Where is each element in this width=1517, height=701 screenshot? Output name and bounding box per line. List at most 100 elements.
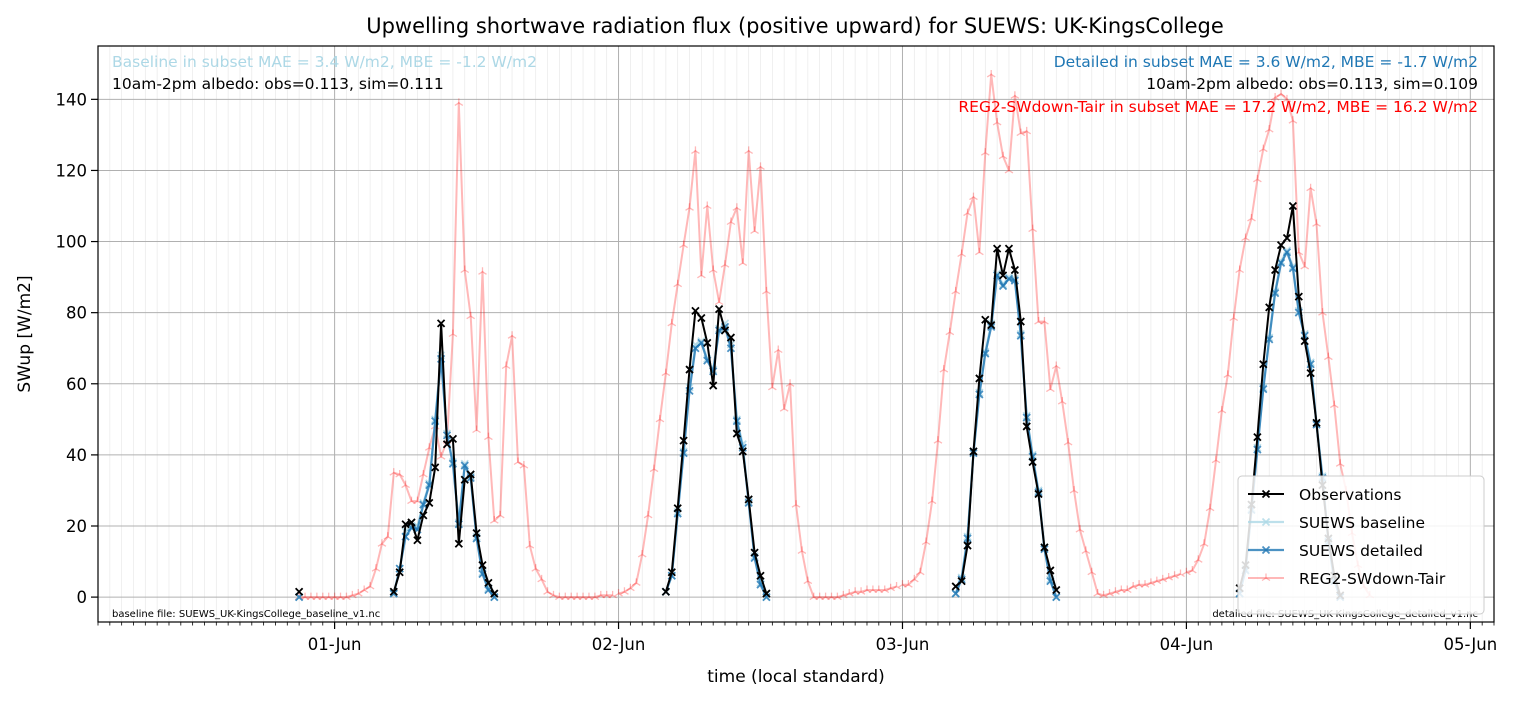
x-tick-label: 04-Jun — [1160, 635, 1214, 654]
data-point-reg2 — [436, 452, 446, 460]
data-point-obs — [448, 434, 458, 444]
data-point-reg2 — [838, 590, 848, 599]
data-point-obs — [472, 528, 481, 538]
data-point-reg2 — [1205, 503, 1215, 512]
data-point-obs — [1265, 303, 1274, 312]
data-point-reg2 — [957, 249, 966, 258]
data-point-reg2 — [898, 580, 907, 588]
data-point-reg2 — [631, 578, 641, 586]
data-point-reg2 — [637, 549, 647, 558]
data-point-reg2 — [1134, 580, 1144, 588]
data-point-reg2 — [868, 585, 878, 594]
data-point-reg2 — [1022, 126, 1032, 135]
data-point-reg2 — [549, 590, 558, 599]
data-point-reg2 — [720, 260, 730, 268]
data-point-obs — [294, 587, 304, 596]
data-point-obs — [1052, 585, 1061, 595]
data-point-reg2 — [1270, 93, 1280, 101]
data-point-reg2 — [365, 581, 375, 590]
data-point-reg2 — [1164, 573, 1174, 581]
data-point-reg2 — [815, 592, 825, 601]
data-point-reg2 — [1116, 585, 1126, 594]
data-point-reg2 — [726, 217, 736, 226]
data-point-reg2 — [850, 587, 860, 595]
data-point-reg2 — [1211, 455, 1221, 464]
data-point-reg2 — [543, 587, 552, 595]
data-point-reg2 — [1046, 384, 1055, 393]
data-point-reg2 — [779, 404, 789, 412]
detailed-albedo-annotation: 10am-2pm albedo: obs=0.113, sim=0.109 — [1146, 75, 1478, 93]
data-point-reg2 — [1028, 224, 1037, 233]
data-point-reg2 — [495, 510, 505, 519]
data-point-reg2 — [1140, 580, 1150, 588]
data-point-detailed — [951, 589, 960, 598]
data-point-reg2 — [359, 585, 369, 594]
y-tick-label: 120 — [56, 161, 88, 180]
data-point-reg2 — [673, 279, 683, 288]
x-tick-label: 05-Jun — [1444, 635, 1498, 654]
data-point-reg2 — [525, 541, 535, 549]
data-point-obs — [431, 463, 440, 472]
data-point-reg2 — [318, 592, 328, 601]
data-point-obs — [389, 587, 398, 596]
data-point-reg2 — [1258, 144, 1268, 153]
data-point-reg2 — [1199, 539, 1209, 547]
data-point-reg2 — [555, 592, 564, 601]
data-point-detailed — [998, 281, 1008, 291]
data-point-reg2 — [560, 592, 570, 601]
data-point-reg2 — [1324, 352, 1333, 361]
data-point-reg2 — [1264, 125, 1274, 133]
data-point-reg2 — [454, 98, 464, 106]
data-point-reg2 — [507, 331, 517, 339]
data-point-obs — [436, 319, 446, 328]
data-point-baseline — [697, 336, 706, 346]
data-point-obs — [720, 326, 730, 335]
data-point-obs — [691, 306, 700, 316]
data-point-reg2 — [803, 576, 813, 585]
legend-label-baseline: SUEWS baseline — [1299, 514, 1425, 532]
data-point-obs — [957, 576, 966, 586]
data-point-obs — [738, 447, 747, 456]
data-point-reg2 — [472, 425, 481, 434]
data-point-reg2 — [750, 226, 759, 234]
data-point-reg2 — [661, 368, 671, 377]
data-point-reg2 — [1300, 261, 1310, 270]
data-point-reg2 — [578, 592, 588, 601]
data-point-obs — [1010, 265, 1019, 275]
data-point-reg2 — [880, 585, 890, 594]
data-point-reg2 — [371, 564, 381, 572]
data-point-reg2 — [620, 587, 629, 595]
data-point-obs — [679, 436, 688, 445]
data-point-reg2 — [945, 327, 955, 336]
data-point-obs — [1016, 317, 1025, 326]
data-point-baseline — [460, 459, 469, 468]
data-point-reg2 — [1087, 567, 1097, 576]
data-point-obs — [714, 304, 724, 314]
data-point-obs — [454, 539, 463, 548]
data-point-reg2 — [1229, 313, 1239, 322]
data-point-reg2 — [856, 587, 866, 595]
data-point-reg2 — [484, 432, 493, 441]
data-point-reg2 — [389, 468, 399, 476]
data-point-detailed — [1288, 264, 1298, 273]
data-point-obs — [425, 498, 434, 508]
data-point-reg2 — [939, 365, 949, 373]
legend-label-detailed: SUEWS detailed — [1299, 542, 1423, 560]
data-point-reg2 — [614, 589, 623, 597]
data-point-obs — [1022, 422, 1031, 431]
data-point-reg2 — [862, 585, 872, 594]
data-point-reg2 — [874, 585, 884, 594]
data-point-obs — [490, 589, 499, 598]
x-tick-label: 02-Jun — [592, 635, 646, 654]
data-point-reg2 — [992, 117, 1002, 126]
data-point-reg2 — [1075, 525, 1085, 533]
data-point-reg2 — [892, 581, 901, 590]
data-point-reg2 — [519, 461, 529, 469]
data-point-obs — [750, 548, 759, 557]
legend-box — [1237, 475, 1485, 615]
data-point-obs — [685, 365, 694, 374]
data-point-reg2 — [418, 469, 428, 478]
data-point-reg2 — [1276, 89, 1286, 98]
data-point-reg2 — [489, 516, 499, 524]
data-point-reg2 — [732, 203, 742, 211]
